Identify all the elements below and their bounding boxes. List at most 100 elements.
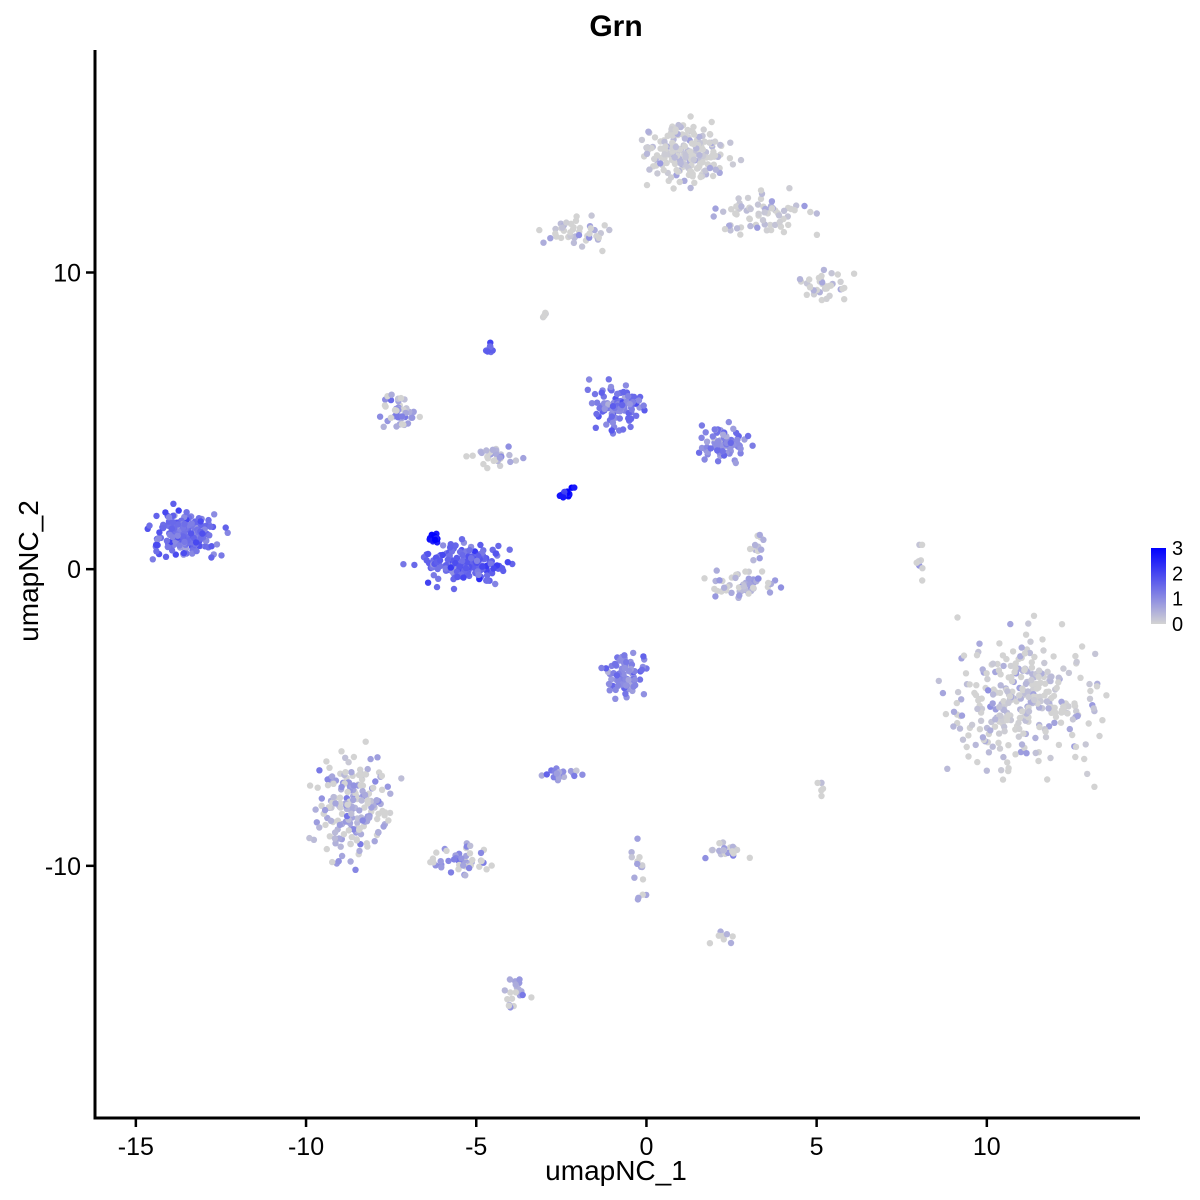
cell-point <box>1018 644 1025 651</box>
cell-point <box>727 439 734 446</box>
cell-point <box>543 771 550 778</box>
cell-point <box>170 500 177 507</box>
cell-point <box>953 699 960 707</box>
cell-point <box>801 202 808 210</box>
cell-point <box>746 854 753 861</box>
cell-point <box>919 565 926 572</box>
cell-point <box>640 691 648 698</box>
cell-point <box>1035 667 1043 674</box>
cell-point <box>430 572 437 579</box>
cell-point <box>1039 636 1046 643</box>
cell-point <box>768 205 776 212</box>
cell-point <box>188 520 195 527</box>
cell-point <box>313 819 320 826</box>
cell-point <box>208 554 215 561</box>
cell-point <box>1082 741 1089 748</box>
cell-point <box>712 593 719 600</box>
cell-point <box>995 730 1003 737</box>
cell-point <box>181 538 188 546</box>
cell-point <box>553 233 560 240</box>
cell-point <box>958 696 965 703</box>
cell-point <box>342 754 349 761</box>
cell-point <box>639 876 647 883</box>
cell-point <box>1074 712 1081 720</box>
cell-point <box>674 168 682 175</box>
cell-point <box>357 766 364 773</box>
cell-point <box>1055 679 1062 686</box>
cell-point <box>596 404 603 412</box>
cell-point <box>483 866 490 873</box>
cell-point <box>1017 653 1024 660</box>
cell-point <box>380 423 387 430</box>
x-tick-label: -15 <box>118 1133 154 1161</box>
cell-point <box>944 765 951 772</box>
cell-point <box>450 585 458 593</box>
cell-point <box>732 459 739 467</box>
cell-point <box>960 652 968 659</box>
cell-point <box>620 388 627 396</box>
cell-point <box>638 136 646 144</box>
cell-point <box>146 522 153 529</box>
cell-point <box>976 640 983 647</box>
cell-point <box>997 712 1004 719</box>
cell-point <box>495 542 502 550</box>
cell-point <box>1021 666 1028 674</box>
cell-point <box>616 415 623 422</box>
cell-point <box>698 434 705 441</box>
cell-point <box>634 835 641 842</box>
cell-point <box>591 390 599 398</box>
cell-point <box>601 222 608 229</box>
cell-point <box>454 573 461 581</box>
cell-point <box>975 697 982 704</box>
cell-point <box>913 559 920 566</box>
cell-point <box>709 433 716 440</box>
cell-point <box>813 231 821 238</box>
cell-point <box>974 758 981 766</box>
cell-point <box>965 753 972 760</box>
cell-point <box>965 732 972 739</box>
cell-point <box>745 590 752 597</box>
cell-point <box>689 173 696 180</box>
cell-point <box>962 670 970 677</box>
cell-point <box>516 976 523 983</box>
cell-point <box>1092 650 1099 658</box>
cell-point <box>397 394 405 402</box>
cell-point <box>1065 669 1073 677</box>
cell-point <box>162 509 169 516</box>
cell-point <box>166 531 174 539</box>
cell-point <box>754 224 761 231</box>
cell-point <box>1065 703 1072 710</box>
cell-point <box>504 996 511 1003</box>
cell-point <box>370 784 377 791</box>
cell-point <box>643 144 651 151</box>
cell-point <box>462 872 469 879</box>
cell-point <box>598 389 605 396</box>
cell-point <box>695 449 703 456</box>
x-axis-ticks: -15 -10 -5 0 5 10 <box>118 1118 1001 1161</box>
cell-point <box>1045 705 1052 712</box>
cell-point <box>1050 653 1057 660</box>
cell-point <box>463 453 470 460</box>
cell-point <box>696 163 703 170</box>
cell-point <box>746 545 754 553</box>
cell-point <box>995 667 1003 674</box>
cell-point <box>1040 647 1047 654</box>
cell-point <box>506 976 514 983</box>
cell-point <box>355 771 363 779</box>
cell-point <box>775 212 783 219</box>
y-tick-label: -10 <box>45 853 81 881</box>
cell-point <box>1090 705 1097 712</box>
cell-point <box>437 858 444 865</box>
cell-point <box>484 577 491 584</box>
cell-point <box>742 568 749 575</box>
cell-point <box>837 278 844 285</box>
cell-point <box>973 682 980 689</box>
cell-point <box>956 725 964 732</box>
cell-point <box>717 141 724 149</box>
cell-point <box>179 533 186 540</box>
cell-point <box>1028 664 1036 671</box>
cell-point <box>756 555 763 562</box>
cell-point <box>963 743 970 751</box>
cell-point <box>691 179 698 186</box>
cell-point <box>586 230 593 237</box>
